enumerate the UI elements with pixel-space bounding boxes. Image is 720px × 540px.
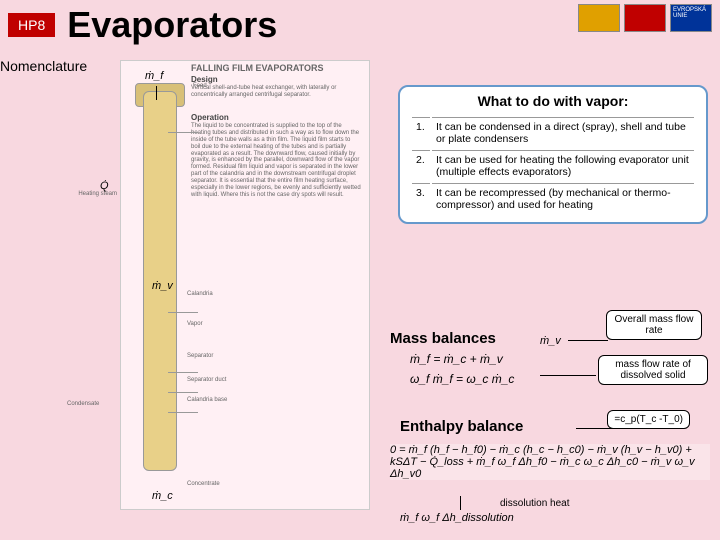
diagram-operation-label: Operation — [191, 113, 229, 122]
sym-mc: ṁ_c — [152, 490, 173, 502]
mass-eq1: ṁ_f = ṁ_c + ṁ_v — [410, 352, 503, 366]
callout-dissolved: mass flow rate of dissolved solid — [598, 355, 708, 385]
vapor-item: 1.It can be condensed in a direct (spray… — [412, 117, 694, 148]
diagram-calandria-label: Calandria — [187, 291, 213, 297]
logo-prague — [624, 4, 666, 32]
enthalpy-eq: 0 = ṁ_f (h_f − h_f0) − ṁ_c (h_c − h_c0) … — [390, 444, 710, 480]
callout-cp: =c_p(T_c -T_0) — [607, 410, 690, 429]
sym-mv2: ṁ_v — [540, 335, 561, 347]
logo-eu: EVROPSKÁ UNIE — [670, 4, 712, 32]
slide-badge: HP8 — [8, 13, 55, 37]
diagram-feed-label: Feed — [193, 83, 207, 89]
logo-bar: EVROPSKÁ UNIE — [578, 4, 712, 32]
vapor-list: 1.It can be condensed in a direct (spray… — [410, 115, 696, 216]
mass-eq2: ω_f ṁ_f = ω_c ṁ_c — [410, 372, 514, 386]
page-title: Evaporators — [67, 4, 277, 46]
diagram-operation-text: The liquid to be concentrated is supplie… — [191, 123, 361, 199]
diagram-vapor-label: Vapor — [187, 321, 203, 327]
diagram-heating-label: Heating steam — [73, 191, 117, 197]
vapor-item: 3.It can be recompressed (by mechanical … — [412, 183, 694, 214]
diagram-heading: FALLING FILM EVAPORATORS — [191, 63, 324, 73]
diagram-separator-label: Separator — [187, 353, 213, 359]
enthalpy-label: Enthalpy balance — [400, 418, 523, 435]
nomenclature-label: Nomenclature — [0, 58, 87, 74]
sym-mf: ṁ_f — [145, 70, 163, 82]
mass-balances-label: Mass balances — [390, 330, 496, 347]
logo-eu-text: EVROPSKÁ UNIE — [673, 7, 711, 19]
diagram-sepduct-label: Separator duct — [187, 377, 226, 383]
sym-q: Q̇ — [100, 180, 109, 192]
vapor-box: What to do with vapor: 1.It can be conde… — [398, 85, 708, 224]
diagram-design-text: Vertical shell-and-tube heat exchanger, … — [191, 85, 361, 99]
vapor-item: 2.It can be used for heating the followi… — [412, 150, 694, 181]
dissolution-heat-label: dissolution heat — [500, 498, 570, 509]
sym-mv: ṁ_v — [152, 280, 173, 292]
diagram-calbase-label: Calandria base — [187, 397, 227, 403]
callout-overall: Overall mass flow rate — [606, 310, 702, 340]
diagram-concentrate-label: Concentrate — [187, 481, 220, 487]
logo-oppa — [578, 4, 620, 32]
dissolution-eq: ṁ_f ω_f Δh_dissolution — [400, 512, 514, 524]
diagram-condensate-label: Condensate — [67, 401, 99, 407]
vapor-box-title: What to do with vapor: — [410, 93, 696, 109]
